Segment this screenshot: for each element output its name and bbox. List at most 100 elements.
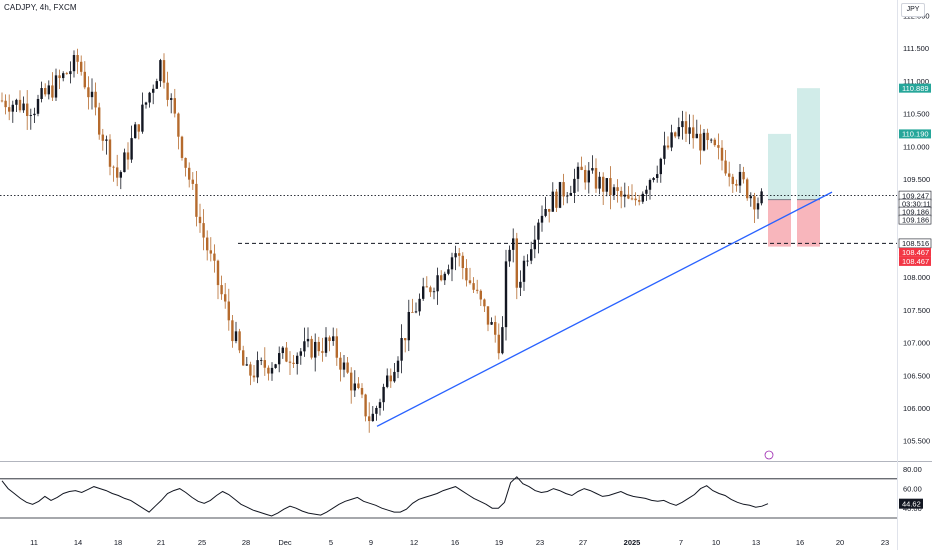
price-tag-label: 110.190 (902, 130, 929, 139)
candle-body (8, 107, 11, 112)
candle-body (411, 311, 414, 313)
candle-body (742, 171, 745, 180)
candle-body (490, 322, 493, 325)
candle-body (252, 375, 256, 378)
candle-body (512, 238, 515, 250)
candle-body (360, 388, 364, 395)
rsi-tick-label: 60.00 (903, 485, 922, 494)
candle-body (652, 177, 655, 181)
candle-body (508, 249, 511, 262)
candle-body (260, 360, 263, 361)
candle-body (202, 223, 205, 238)
candle-body (479, 290, 482, 300)
candle-body (62, 73, 65, 79)
candle-body (155, 81, 158, 89)
price-tag-label: 108.467 (902, 257, 929, 266)
price-tag-box (898, 214, 932, 225)
candle-body (569, 192, 572, 196)
candle-body (515, 238, 518, 288)
candle-body (299, 351, 302, 356)
candle-body (526, 260, 529, 262)
price-tag-label: 108.467 (902, 248, 929, 257)
time-tick-label: 23 (536, 538, 544, 547)
candle-body (375, 407, 378, 414)
price-tag-label: 109.186 (902, 215, 929, 224)
candle-body (249, 364, 252, 376)
candle-body (306, 338, 310, 342)
price-tag-label: 110.889 (902, 84, 929, 93)
candle-body (461, 255, 464, 269)
candle-body (591, 168, 594, 171)
candle-body (144, 102, 148, 105)
candle-body (695, 133, 698, 139)
candle-body (519, 281, 522, 288)
candle-body (378, 402, 382, 408)
candle-body (101, 134, 104, 141)
candle-body (501, 327, 504, 354)
candle-body (706, 132, 709, 141)
candle-body (634, 198, 637, 201)
candle-body (0, 100, 4, 102)
candle-body (141, 104, 144, 132)
candle-body (630, 198, 634, 200)
candle-body (148, 92, 151, 103)
candle-body (40, 88, 43, 99)
candle-body (51, 85, 54, 98)
candle-body (278, 353, 281, 365)
candle-body (22, 103, 25, 111)
symbol-title: CADJPY, 4h, FXCM (4, 3, 77, 12)
time-tick-label: 13 (752, 538, 760, 547)
candle-body (238, 331, 241, 351)
event-marker-icon (764, 450, 774, 460)
candle-body (753, 196, 756, 210)
rsi-value-tag (899, 498, 923, 509)
candle-body (656, 174, 659, 178)
candle-body (746, 179, 749, 199)
candle-body (558, 182, 562, 208)
candle-body (670, 132, 673, 148)
candle-body (324, 337, 328, 353)
candle-body (422, 286, 425, 299)
candle-body (555, 191, 558, 208)
candle-body (69, 71, 72, 75)
rsi-tick-label: 40.00 (903, 504, 922, 513)
time-tick-label: 12 (410, 538, 418, 547)
candle-body (616, 187, 619, 191)
candle-body (605, 178, 608, 192)
time-tick-label: 20 (836, 538, 844, 547)
currency-selector[interactable]: JPY (901, 3, 925, 17)
candle-body (468, 280, 472, 284)
candle-body (281, 347, 284, 354)
candle-body (350, 372, 353, 391)
candle-body (720, 147, 724, 161)
candle-body (684, 121, 688, 134)
candle-body (688, 127, 691, 134)
candle-body (33, 113, 36, 116)
candle-body (645, 189, 648, 194)
candle-body (666, 145, 670, 148)
candle-body (414, 311, 418, 313)
candle-body (206, 237, 209, 251)
time-tick-label: 25 (198, 538, 206, 547)
candle-body (166, 82, 169, 100)
time-tick-label: 5 (329, 538, 333, 547)
candle-body (274, 364, 277, 368)
candle-body (256, 360, 259, 378)
candle-body (641, 193, 644, 202)
time-tick-label: 28 (242, 538, 250, 547)
candle-body (404, 338, 407, 341)
candle-body (537, 222, 540, 240)
candle-body (429, 287, 432, 293)
stop-loss-zone (797, 199, 820, 247)
candle-body (227, 301, 230, 321)
candle-body (522, 260, 526, 282)
candle-body (119, 172, 122, 178)
candle-body (364, 394, 367, 417)
rsi-tick-label: 80.00 (903, 465, 922, 474)
candle-body (180, 136, 184, 158)
candle-body (396, 360, 400, 372)
candle-body (735, 184, 738, 186)
price-tag-box (899, 83, 931, 93)
rsi-line (1, 476, 769, 517)
